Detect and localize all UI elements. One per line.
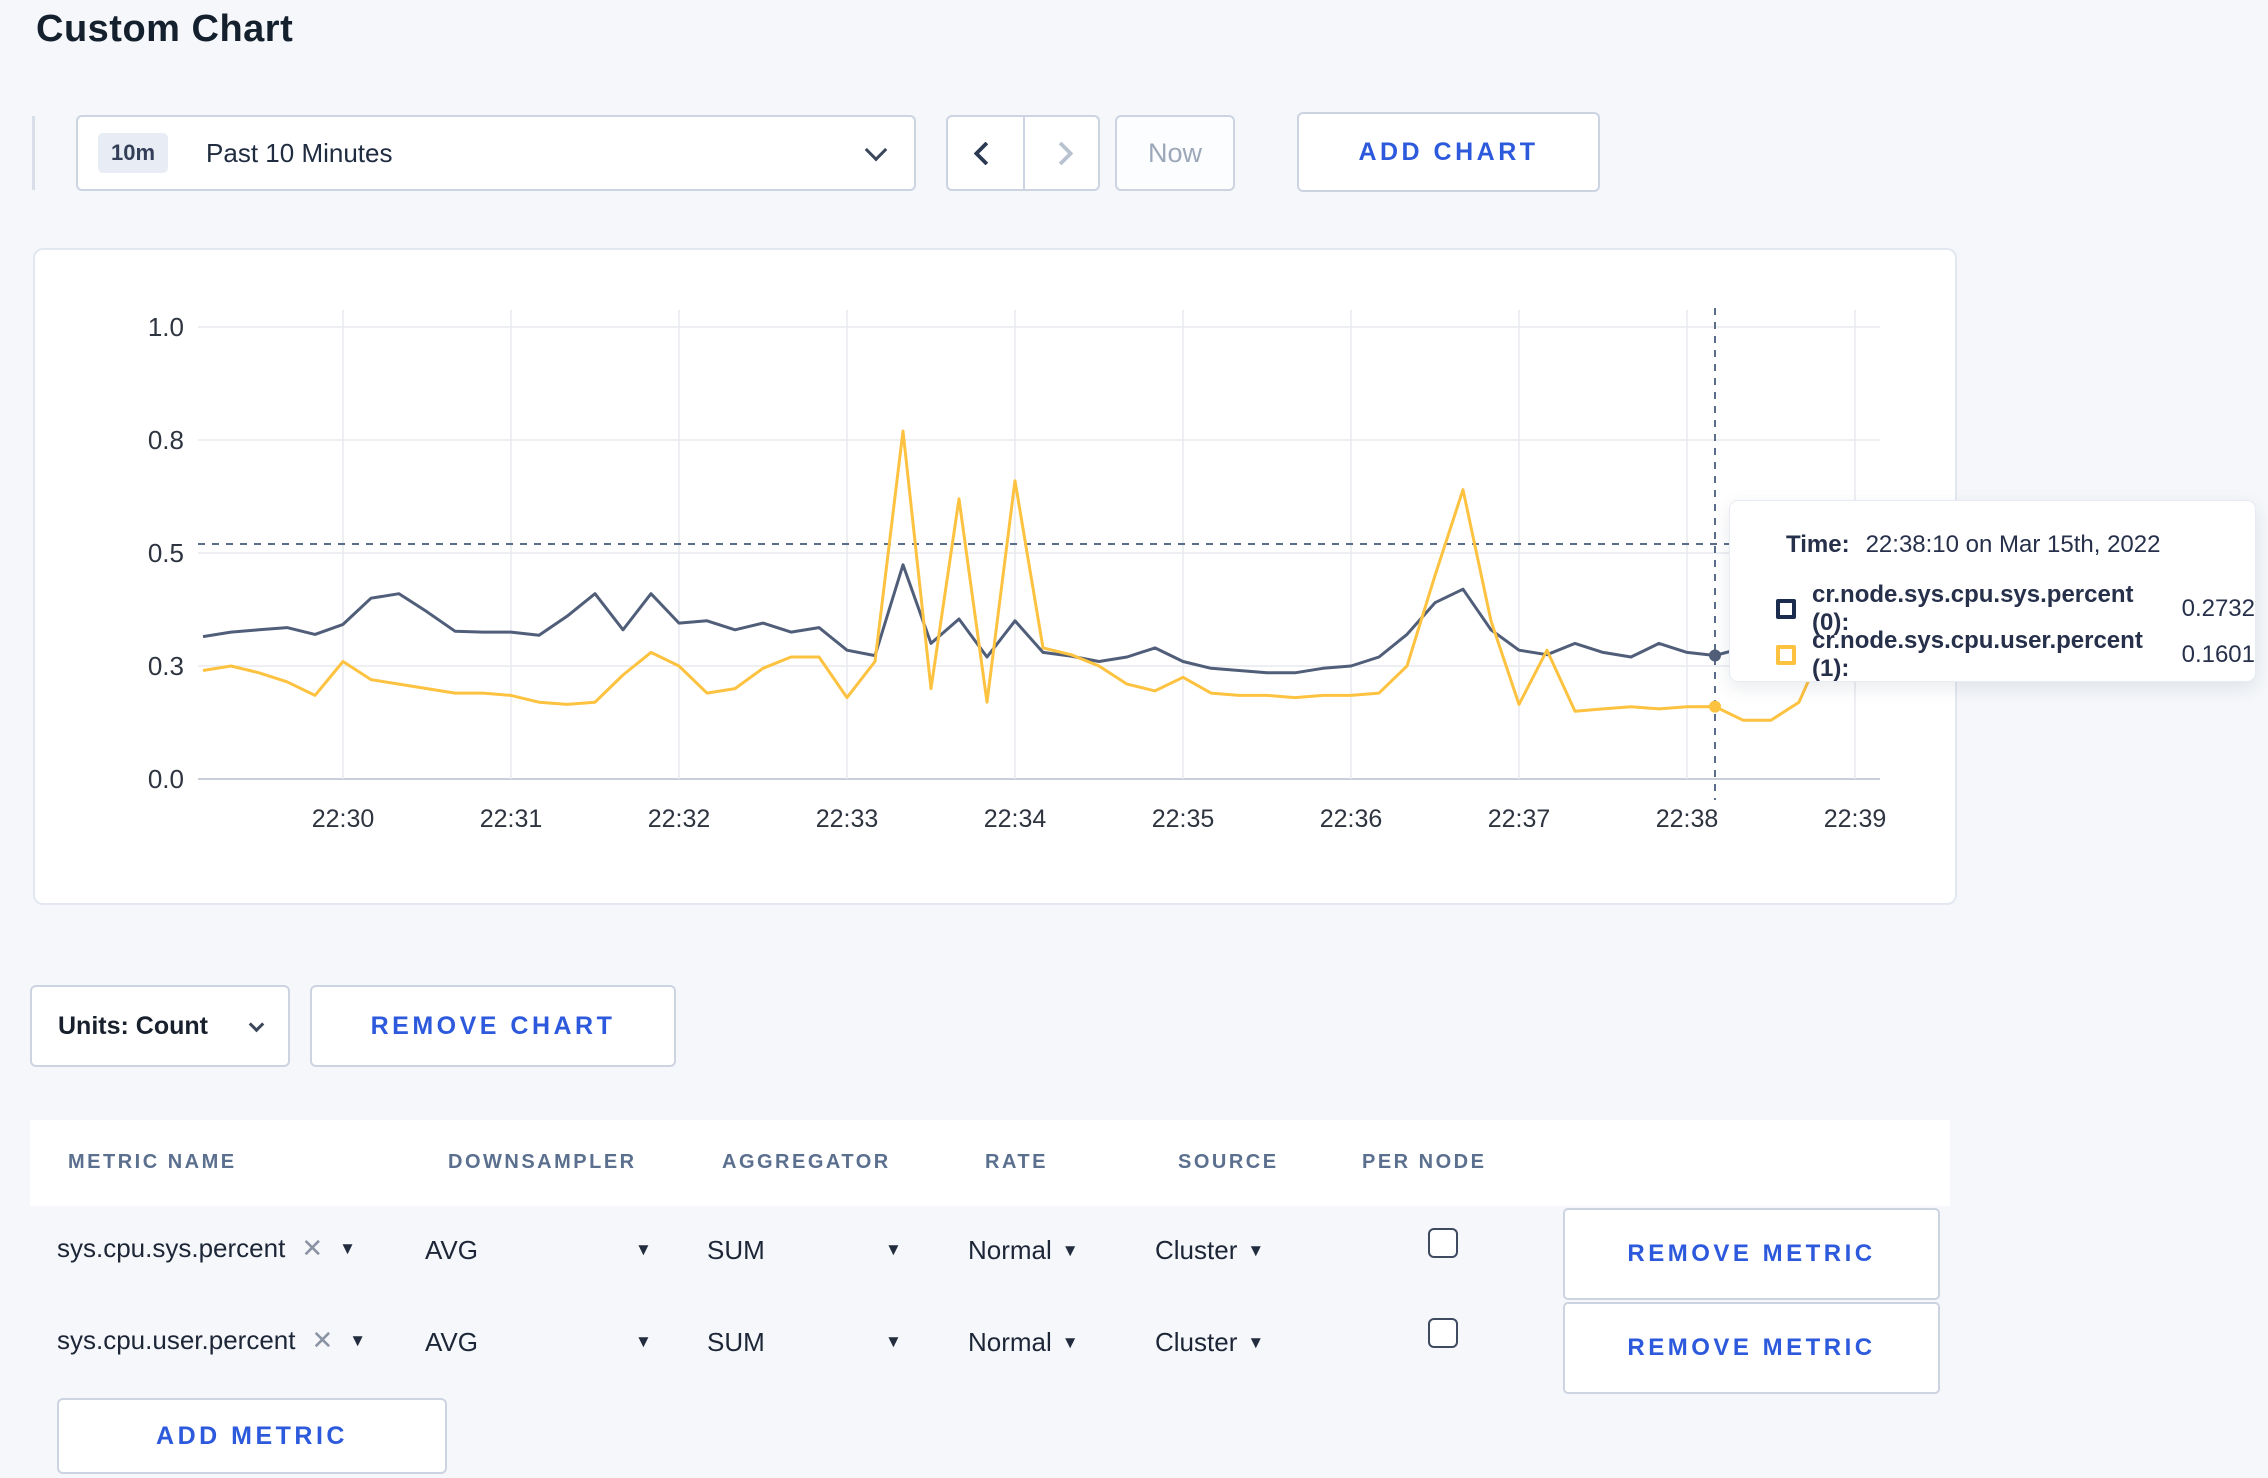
svg-text:1.0: 1.0 (148, 312, 184, 342)
caret-down-icon[interactable]: ▼ (885, 1240, 902, 1259)
add-metric-button[interactable]: ADD METRIC (57, 1398, 447, 1474)
rate-value: Normal (968, 1235, 1052, 1265)
rate-select[interactable]: Normal ▼ (968, 1235, 1079, 1266)
caret-down-icon: ▼ (1247, 1240, 1265, 1260)
caret-down-icon: ▼ (339, 1238, 356, 1258)
tooltip-sys-value: 0.2732 (2181, 595, 2255, 622)
page-title: Custom Chart (36, 8, 294, 50)
caret-down-icon: ▼ (349, 1330, 367, 1350)
chart-tooltip: Time: 22:38:10 on Mar 15th, 2022 cr.node… (1729, 500, 2256, 682)
downsampler-value[interactable]: AVG (425, 1235, 478, 1265)
units-label: Units: Count (58, 1011, 208, 1040)
per-node-checkbox[interactable] (1428, 1228, 1458, 1258)
caret-down-icon[interactable]: ▼ (635, 1240, 652, 1259)
svg-text:22:36: 22:36 (1320, 805, 1383, 833)
svg-text:22:39: 22:39 (1824, 805, 1887, 833)
chevron-left-icon (973, 140, 998, 166)
metric-select[interactable]: sys.cpu.user.percent ✕ ▼ (57, 1325, 366, 1356)
caret-down-icon: ▼ (1247, 1332, 1265, 1352)
downsampler-value[interactable]: AVG (425, 1327, 478, 1357)
col-per-node: PER NODE (1362, 1151, 1487, 1173)
per-node-checkbox[interactable] (1428, 1318, 1458, 1348)
tooltip-time-label: Time: (1786, 531, 1850, 558)
clear-metric-icon[interactable]: ✕ (301, 1233, 324, 1263)
time-range-dropdown[interactable]: 10m Past 10 Minutes (76, 115, 916, 191)
units-dropdown[interactable]: Units: Count (30, 985, 290, 1067)
now-button[interactable]: Now (1115, 115, 1235, 191)
rate-value: Normal (968, 1327, 1052, 1357)
svg-text:22:37: 22:37 (1488, 805, 1551, 833)
svg-text:0.5: 0.5 (148, 538, 184, 568)
time-range-label: Past 10 Minutes (206, 137, 393, 168)
chart-card: 0.0 0.3 0.5 0.8 1.0 22:30 22:31 22:32 22:33 22:34… (33, 248, 1957, 905)
chart-canvas[interactable]: 0.0 0.3 0.5 0.8 1.0 22:30 22:31 22:32 22:33 22:34… (35, 250, 1959, 907)
metric-name: sys.cpu.sys.percent (57, 1233, 286, 1263)
aggregator-value[interactable]: SUM (707, 1235, 765, 1265)
source-value: Cluster (1155, 1327, 1238, 1357)
chevron-right-icon (1049, 140, 1074, 166)
chevron-down-icon (864, 138, 888, 162)
svg-text:0.3: 0.3 (148, 651, 184, 681)
svg-text:22:38: 22:38 (1656, 805, 1719, 833)
next-time-button[interactable] (1023, 117, 1098, 189)
prev-time-button[interactable] (948, 117, 1023, 189)
svg-text:22:34: 22:34 (984, 805, 1047, 833)
svg-text:22:31: 22:31 (480, 805, 543, 833)
caret-down-icon: ▼ (1061, 1240, 1079, 1260)
clear-metric-icon[interactable]: ✕ (311, 1325, 334, 1355)
col-metric-name: METRIC NAME (68, 1151, 237, 1173)
aggregator-value[interactable]: SUM (707, 1327, 765, 1357)
col-downsampler: DOWNSAMPLER (448, 1151, 637, 1173)
caret-down-icon[interactable]: ▼ (635, 1332, 652, 1351)
source-select[interactable]: Cluster ▼ (1155, 1327, 1264, 1358)
tooltip-time-value: 22:38:10 on Mar 15th, 2022 (1865, 531, 2161, 558)
remove-metric-button[interactable]: REMOVE METRIC (1563, 1208, 1940, 1300)
sys-series-swatch-icon (1776, 599, 1796, 619)
svg-text:22:33: 22:33 (816, 805, 879, 833)
time-range-badge: 10m (98, 133, 169, 173)
svg-text:22:35: 22:35 (1152, 805, 1215, 833)
remove-metric-button[interactable]: REMOVE METRIC (1563, 1302, 1940, 1394)
svg-text:0.8: 0.8 (148, 425, 184, 455)
remove-chart-button[interactable]: REMOVE CHART (310, 985, 676, 1067)
toolbar-divider (32, 116, 35, 190)
tooltip-user-label: cr.node.sys.cpu.user.percent (1): (1812, 627, 2143, 682)
col-aggregator: AGGREGATOR (722, 1151, 891, 1173)
caret-down-icon: ▼ (1061, 1332, 1079, 1352)
caret-down-icon[interactable]: ▼ (885, 1332, 902, 1351)
source-value: Cluster (1155, 1235, 1238, 1265)
tooltip-sys-label: cr.node.sys.cpu.sys.percent (0): (1812, 581, 2134, 636)
rate-select[interactable]: Normal ▼ (968, 1327, 1079, 1358)
metric-select[interactable]: sys.cpu.sys.percent ✕ ▼ (57, 1233, 356, 1264)
col-rate: RATE (985, 1151, 1048, 1173)
user-series-swatch-icon (1776, 645, 1796, 665)
metric-name: sys.cpu.user.percent (57, 1325, 296, 1355)
svg-text:22:32: 22:32 (648, 805, 711, 833)
col-source: SOURCE (1178, 1151, 1279, 1173)
chevron-down-icon (248, 1016, 265, 1032)
tooltip-user-value: 0.1601 (2181, 641, 2255, 668)
source-select[interactable]: Cluster ▼ (1155, 1235, 1264, 1266)
add-chart-button[interactable]: ADD CHART (1297, 112, 1600, 192)
time-step-buttons (946, 115, 1100, 191)
metrics-table-header: METRIC NAME DOWNSAMPLER AGGREGATOR RATE … (30, 1120, 1950, 1206)
svg-text:22:30: 22:30 (312, 805, 375, 833)
svg-text:0.0: 0.0 (148, 764, 184, 794)
